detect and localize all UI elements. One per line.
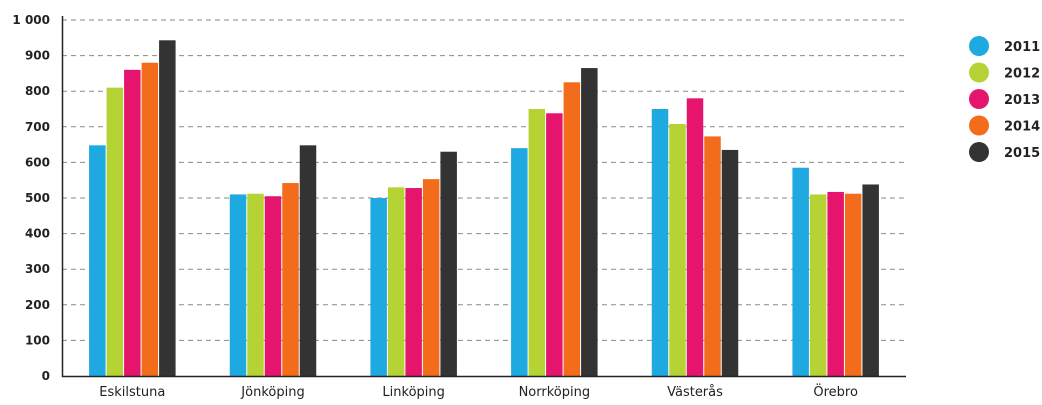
bar-2015-norrköping — [581, 68, 598, 376]
y-tick-labels: 0 100 200 300 400 500 600 700 800 900 1 000 — [12, 13, 50, 383]
x-category-label: Eskilstuna — [99, 385, 165, 400]
legend-swatch-2015 — [969, 142, 989, 162]
legend: 2011 2012 2013 2014 2015 — [969, 36, 1040, 162]
bar-2012-norrköping — [528, 109, 546, 376]
legend-swatch-2013 — [969, 89, 989, 109]
x-category-label: Västerås — [667, 385, 723, 400]
bar-2013-västerås — [686, 98, 704, 376]
bar-2012-linköping — [387, 187, 405, 376]
legend-swatch-2011 — [969, 36, 989, 56]
y-tick-label: 700 — [25, 120, 50, 134]
y-tick-label: 800 — [25, 84, 50, 98]
bar-2014-eskilstuna — [141, 62, 159, 376]
bar-2012-örebro — [809, 194, 827, 376]
bar-2012-västerås — [669, 123, 686, 377]
x-category-label: Örebro — [813, 383, 858, 400]
bar-2011-norrköping — [511, 148, 528, 376]
y-tick-label: 900 — [25, 49, 50, 63]
bar-2012-eskilstuna — [106, 87, 124, 376]
bar-2014-örebro — [844, 193, 862, 376]
y-tick-label: 300 — [25, 262, 50, 276]
axes — [61, 16, 906, 378]
y-tick-label: 600 — [25, 155, 50, 169]
x-category-label: Norrköping — [519, 385, 591, 400]
bar-2013-örebro — [827, 191, 844, 376]
y-tick-label: 0 — [42, 369, 50, 383]
bar-2014-västerås — [704, 136, 721, 376]
bar-2011-örebro — [792, 167, 809, 376]
bar-2015-jönköping — [299, 145, 317, 376]
bar-2011-linköping — [370, 198, 387, 376]
x-category-label: Jönköping — [240, 385, 304, 400]
x-category-labels: Eskilstuna Jönköping Linköping Norrköping Vä… — [99, 383, 858, 400]
bar-2013-linköping — [405, 188, 422, 376]
bar-2015-eskilstuna — [159, 40, 176, 377]
bar-2015-örebro — [862, 184, 879, 376]
bar-2013-norrköping — [546, 113, 563, 376]
legend-label: 2013 — [1004, 93, 1040, 108]
bars — [89, 40, 879, 377]
y-tick-label: 200 — [25, 298, 50, 312]
bar-2011-jönköping — [229, 194, 247, 376]
bar-2013-jönköping — [264, 196, 282, 376]
bar-2014-norrköping — [563, 82, 581, 377]
bar-2012-jönköping — [247, 193, 264, 376]
legend-label: 2015 — [1004, 146, 1040, 161]
y-tick-label: 1 000 — [12, 13, 50, 27]
bar-2014-jönköping — [282, 183, 299, 376]
legend-label: 2011 — [1004, 40, 1040, 55]
y-tick-label: 500 — [25, 191, 50, 205]
bar-2011-västerås — [651, 109, 669, 376]
y-tick-label: 400 — [25, 227, 50, 241]
y-tick-label: 100 — [25, 333, 50, 347]
legend-label: 2012 — [1004, 67, 1040, 82]
grid-lines — [62, 19, 906, 341]
x-category-label: Linköping — [382, 385, 444, 400]
bar-2011-eskilstuna — [89, 145, 106, 376]
legend-swatch-2014 — [969, 115, 989, 136]
bar-2013-eskilstuna — [124, 69, 141, 376]
legend-label: 2014 — [1004, 120, 1040, 135]
bar-2015-västerås — [721, 149, 739, 376]
bar-2015-linköping — [440, 151, 457, 376]
bar-2014-linköping — [422, 179, 440, 376]
legend-swatch-2012 — [969, 62, 989, 83]
